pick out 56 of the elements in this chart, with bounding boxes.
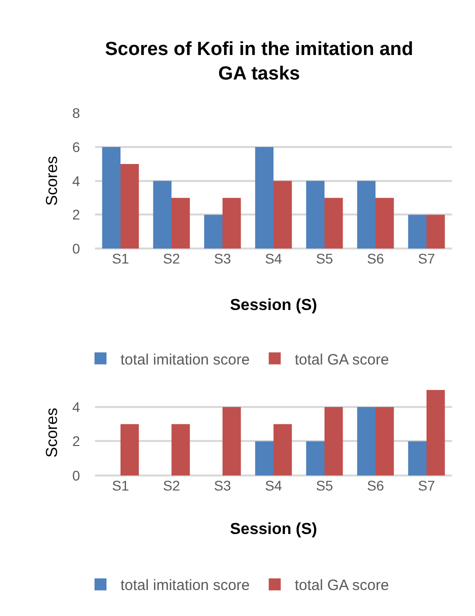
x-tick-label: S5 (316, 478, 334, 494)
x-tick-label: S4 (264, 250, 282, 267)
bar (408, 214, 426, 249)
bar (204, 214, 222, 249)
x-tick-label: S3 (214, 250, 232, 267)
x-tick-label: S1 (112, 478, 130, 494)
x-tick-label: S5 (316, 250, 334, 267)
bar (426, 214, 445, 249)
x-tick-label: S6 (366, 250, 384, 267)
bar (222, 406, 241, 476)
legend-label: total imitation score (120, 577, 250, 594)
bar (306, 441, 324, 476)
x-tick-label: S7 (418, 250, 436, 267)
x-tick-label: S7 (418, 478, 436, 494)
bar (120, 424, 139, 476)
bar (255, 441, 274, 476)
x-tick-label: S6 (366, 478, 384, 494)
x-tick-label: S2 (162, 250, 180, 267)
x-tick-label: S3 (214, 478, 232, 494)
bar (274, 180, 292, 249)
y-tick-label: 2 (72, 433, 80, 450)
y-tick-label: 6 (72, 138, 80, 155)
bar (222, 198, 241, 249)
bar (408, 441, 426, 476)
bar (376, 198, 394, 249)
x-tick-label: S2 (162, 478, 180, 494)
bar (306, 180, 324, 249)
bar (324, 198, 343, 249)
bar (426, 390, 445, 476)
y-axis-title: Scores (44, 156, 62, 206)
y-tick-label: 0 (72, 240, 80, 256)
x-tick-label: S1 (112, 250, 130, 267)
bar (172, 198, 190, 249)
chart-title: Scores of Kofi in the imitation and GA tasks (105, 39, 414, 85)
bar (324, 406, 343, 476)
bar (357, 406, 376, 476)
bar (357, 180, 376, 249)
legend-label: total imitation score (120, 351, 250, 368)
x-axis-title: Session (S) (230, 297, 318, 314)
y-tick-label: 4 (72, 398, 80, 415)
bar (376, 406, 394, 476)
y-tick-label: 4 (72, 172, 80, 189)
bar (102, 147, 120, 249)
y-tick-label: 2 (72, 206, 80, 223)
legend-label: total GA score (294, 351, 389, 368)
x-axis-title: Session (S) (230, 521, 318, 538)
bar (274, 424, 292, 476)
y-axis-title: Scores (44, 408, 62, 458)
legend-label: total GA score (294, 577, 389, 594)
x-tick-label: S4 (264, 478, 282, 494)
y-tick-label: 0 (72, 467, 80, 484)
bar (153, 180, 172, 249)
bar (172, 424, 190, 476)
bar (120, 164, 139, 249)
y-tick-label: 8 (72, 105, 80, 122)
bar (255, 147, 274, 249)
